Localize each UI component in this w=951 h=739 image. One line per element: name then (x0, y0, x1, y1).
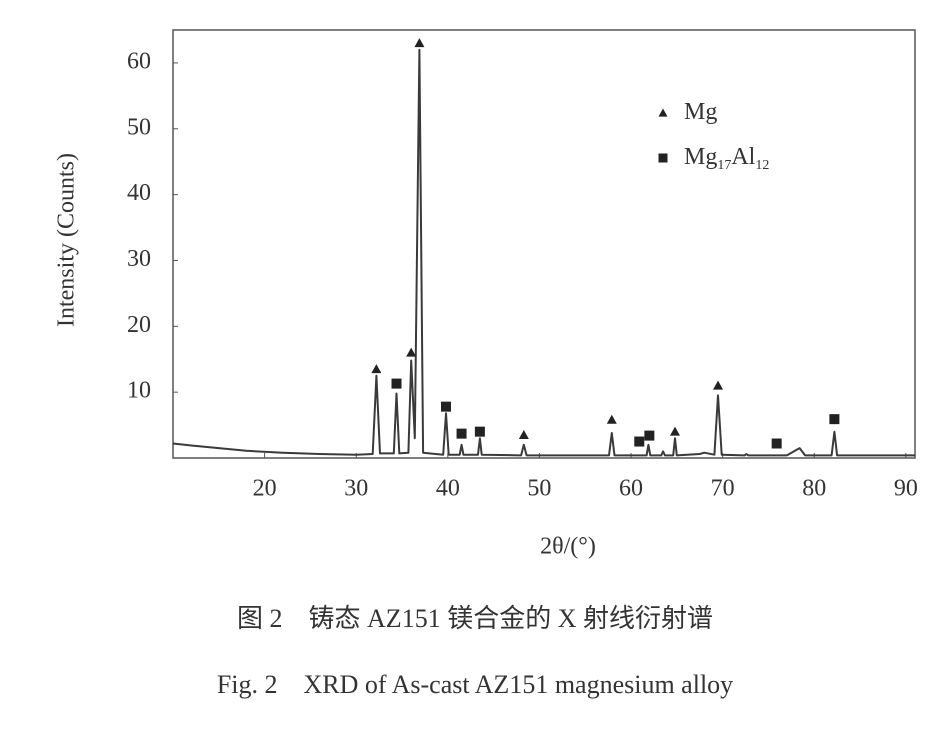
y-tick-label: 10 (127, 378, 151, 404)
square-marker (474, 426, 485, 437)
y-tick-label: 30 (127, 246, 151, 272)
caption-en: Fig. 2 XRD of As-cast AZ151 magnesium al… (217, 670, 733, 699)
y-tick-label: 20 (127, 312, 151, 338)
x-tick-label: 40 (436, 476, 460, 502)
triangle-marker (518, 429, 529, 439)
legend-label: Mg17Al12 (684, 144, 769, 173)
square-marker (771, 438, 782, 449)
x-tick-label: 90 (894, 476, 918, 502)
x-tick-label: 60 (619, 476, 643, 502)
y-tick-label: 60 (127, 48, 151, 74)
square-marker (644, 430, 655, 441)
triangle-marker (658, 108, 668, 117)
triangle-marker (406, 347, 417, 357)
xrd-pattern (172, 48, 915, 457)
y-tick-label: 40 (127, 180, 151, 206)
x-tick-label: 20 (253, 476, 277, 502)
legend-label: Mg (684, 99, 717, 125)
triangle-marker (669, 426, 680, 436)
square-marker (829, 414, 840, 425)
x-tick-label: 50 (527, 476, 551, 502)
y-tick-label: 50 (127, 114, 151, 140)
x-axis-label: 2θ/(°) (540, 534, 596, 560)
triangle-marker (713, 380, 724, 390)
square-marker (391, 378, 402, 389)
x-tick-label: 80 (802, 476, 826, 502)
square-marker (634, 436, 645, 447)
square-marker (456, 428, 467, 439)
y-axis-label: Intensity (Counts) (54, 153, 80, 327)
square-marker (440, 401, 451, 412)
plot-frame (172, 29, 916, 459)
x-tick-label: 70 (711, 476, 735, 502)
triangle-marker (414, 38, 425, 48)
square-marker (658, 153, 668, 163)
triangle-marker (606, 414, 617, 424)
triangle-marker (371, 364, 382, 374)
caption-zh: 图 2 铸态 AZ151 镁合金的 X 射线衍射谱 (237, 604, 713, 633)
x-tick-label: 30 (344, 476, 368, 502)
